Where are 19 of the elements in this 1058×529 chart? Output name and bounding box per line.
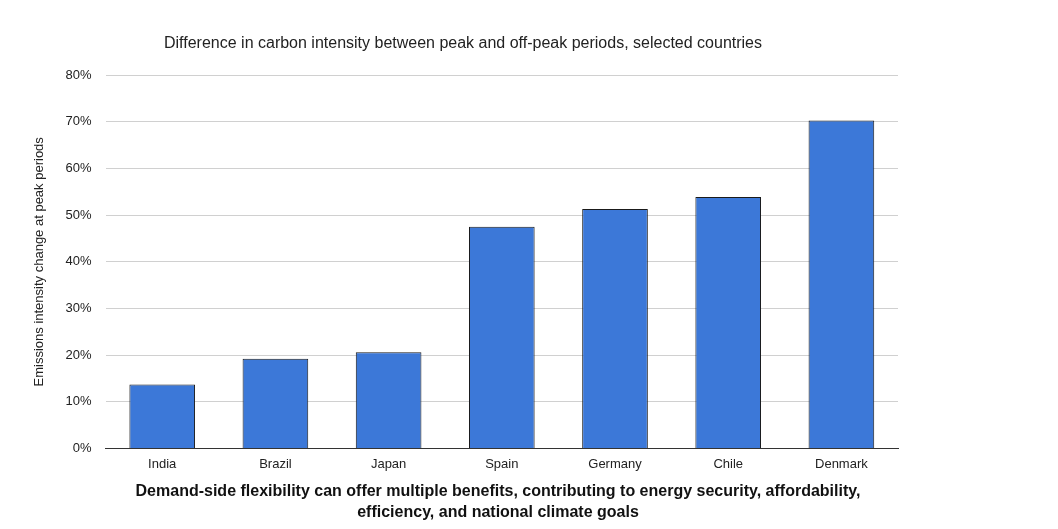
x-tick-label: Japan [370,455,407,471]
y-tick-label: 20% [65,346,93,362]
chart-title: Difference in carbon intensity between peak and off-peak periods, selected countries [164,34,762,52]
y-axis-title: Emissions intensity change at peak periods [31,136,47,387]
y-tick-label: 80% [65,66,93,82]
x-tick-label: Denmark [815,455,869,471]
y-tick-label: 0% [72,439,93,455]
y-tick-label: 30% [65,300,93,316]
x-tick-label: Spain [485,455,519,471]
y-tick-label: 70% [65,113,93,129]
x-tick-label: India [148,455,178,471]
y-tick-label: 40% [65,253,93,269]
x-tick-label: Germany [588,455,643,471]
y-tick-label: 10% [65,393,93,409]
y-tick-label: 50% [65,206,93,222]
text: Demand-side flexibility can offer multiple benefits, contributing to energy security, affordability, efficiency, and national climate goals [134,481,862,522]
x-tick-label: Chile [713,455,744,471]
x-tick-label: Brazil [259,455,292,471]
y-tick-label: 60% [65,160,93,176]
